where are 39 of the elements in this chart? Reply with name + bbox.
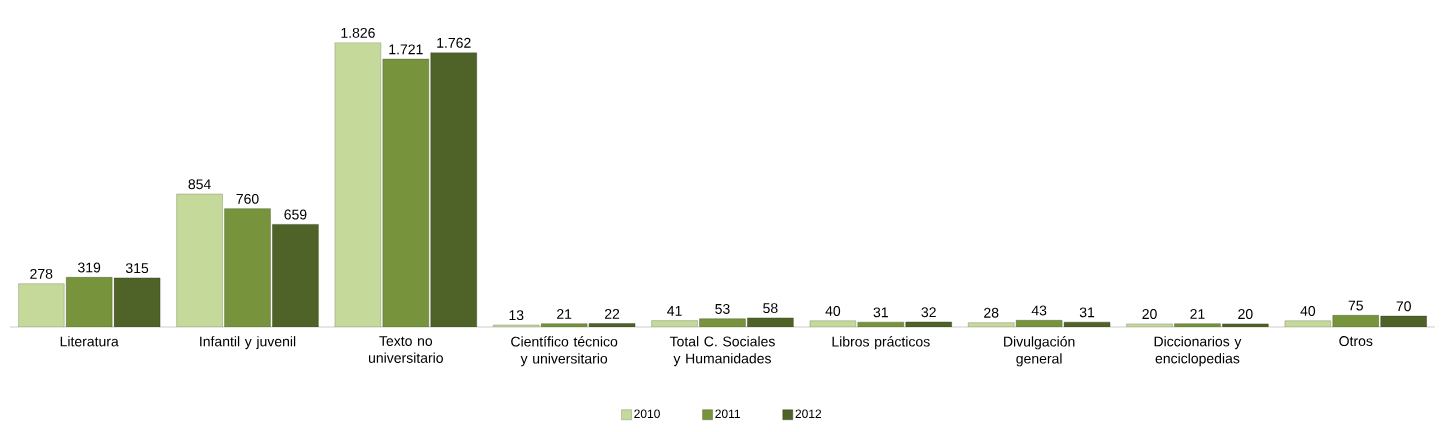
x-tick-label: Texto no universitario: [369, 336, 443, 363]
x-tick-label: Total C. Sociales y Humanidades: [669, 336, 775, 367]
data-label: 21: [557, 309, 572, 319]
data-label: 22: [604, 308, 620, 319]
data-label: 13: [509, 310, 524, 321]
data-label: 315: [125, 263, 149, 274]
data-label: 31: [873, 307, 888, 318]
data-label: 28: [984, 307, 999, 318]
data-label: 21: [1190, 309, 1205, 319]
x-tick-label: Literatura: [60, 336, 119, 347]
data-label: 32: [921, 307, 936, 318]
data-label: 43: [1031, 305, 1047, 316]
x-tick-label: Diccionarios y enciclopedias: [1154, 336, 1242, 367]
data-label: 1.762: [437, 37, 471, 48]
data-label: 319: [78, 262, 101, 273]
data-label: 20: [1142, 309, 1157, 320]
legend-label: 2012: [795, 409, 822, 418]
data-label: 31: [1079, 307, 1095, 318]
x-tick-label: Libros prácticos: [832, 336, 930, 350]
data-label: 1.826: [341, 27, 375, 38]
data-label: 760: [236, 193, 259, 204]
data-label: 20: [1238, 309, 1253, 320]
data-label: 58: [763, 303, 778, 314]
x-tick-label: Otros: [1339, 336, 1373, 347]
legend-label: 2011: [715, 409, 740, 418]
legend-label: 2010: [634, 409, 660, 418]
x-tick-label: Científico técnico y universitario: [511, 336, 618, 367]
data-label: 1.721: [389, 44, 423, 55]
data-label: 40: [825, 305, 841, 316]
x-tick-label: Divulgación general: [1004, 336, 1075, 367]
data-label: 53: [715, 303, 730, 314]
data-label: 41: [667, 306, 682, 316]
data-label: 854: [188, 179, 211, 190]
data-label: 40: [1300, 305, 1316, 316]
data-label: 70: [1396, 301, 1411, 312]
data-label: 75: [1348, 300, 1363, 311]
x-tick-label: Infantil y juvenil: [200, 336, 296, 350]
data-label: 278: [30, 268, 53, 279]
data-label: 659: [284, 209, 307, 220]
